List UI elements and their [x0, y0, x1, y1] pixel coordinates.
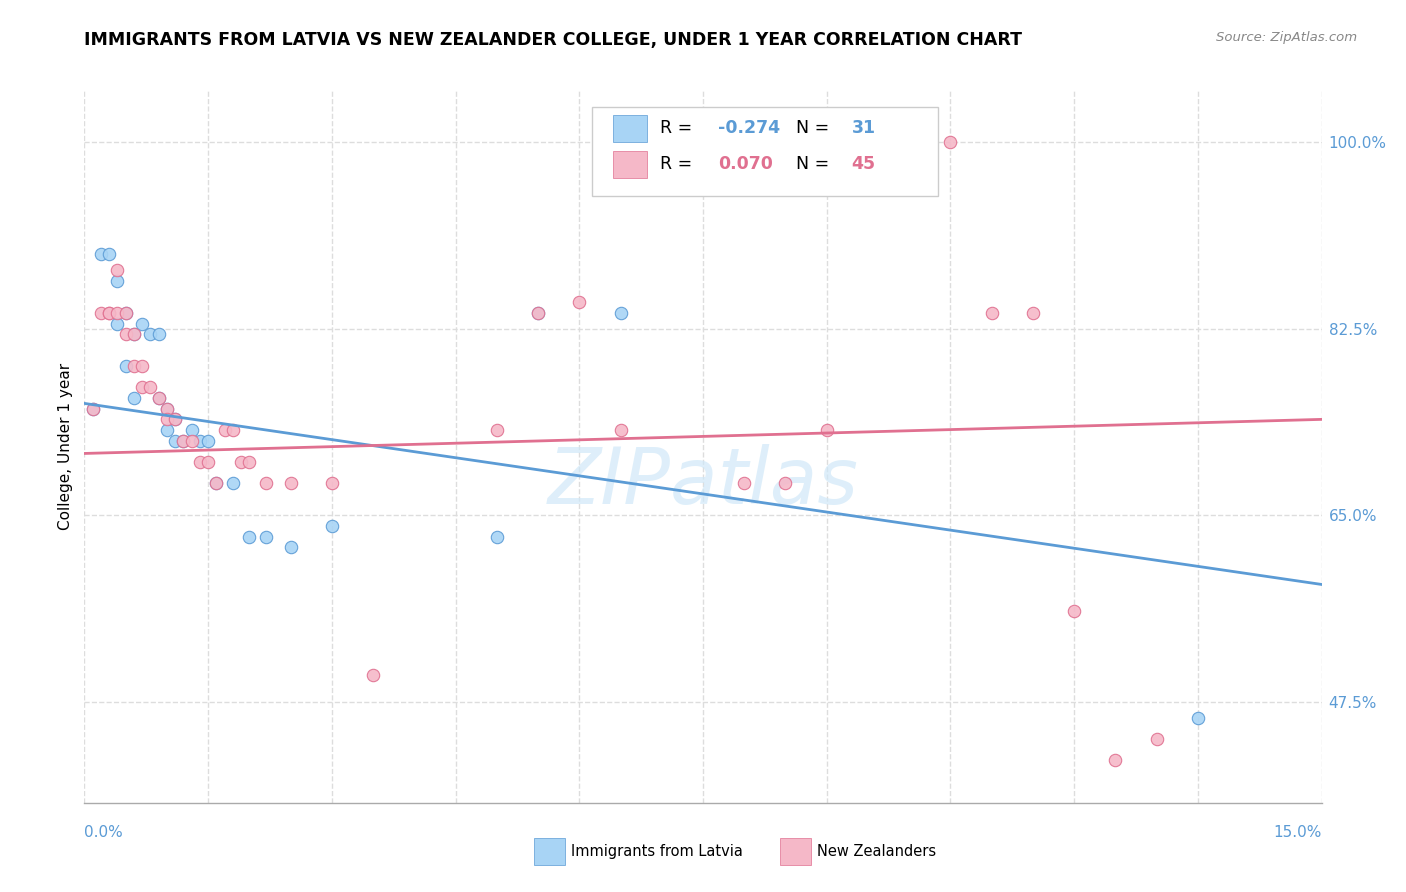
Point — [254, 476, 277, 491]
Point — [156, 412, 179, 426]
Bar — [613, 115, 647, 142]
Point — [1063, 604, 1085, 618]
Point — [527, 306, 550, 320]
Point — [98, 306, 121, 320]
Point — [815, 423, 838, 437]
Point — [205, 476, 228, 491]
Point — [172, 434, 194, 448]
Point — [214, 423, 236, 437]
Text: 45: 45 — [852, 155, 876, 173]
Point — [485, 423, 508, 437]
Point — [222, 423, 245, 437]
Point — [229, 455, 252, 469]
Text: N =: N = — [796, 120, 835, 137]
Point — [114, 327, 136, 342]
Text: R =: R = — [659, 155, 697, 173]
Point — [205, 476, 228, 491]
Point — [131, 359, 153, 373]
Point — [280, 540, 302, 554]
Point — [105, 317, 128, 331]
Point — [568, 295, 591, 310]
Point — [197, 434, 219, 448]
Point — [733, 476, 755, 491]
Point — [188, 434, 211, 448]
Point — [1146, 731, 1168, 746]
FancyBboxPatch shape — [592, 107, 938, 196]
Point — [321, 519, 343, 533]
Point — [254, 529, 277, 543]
Text: -0.274: -0.274 — [718, 120, 780, 137]
Point — [165, 412, 187, 426]
Point — [1022, 306, 1045, 320]
Text: 31: 31 — [852, 120, 876, 137]
Point — [122, 391, 145, 405]
Y-axis label: College, Under 1 year: College, Under 1 year — [58, 362, 73, 530]
Text: New Zealanders: New Zealanders — [817, 845, 936, 859]
Text: ZIPatlas: ZIPatlas — [547, 443, 859, 520]
Text: Immigrants from Latvia: Immigrants from Latvia — [571, 845, 742, 859]
Point — [609, 306, 631, 320]
Point — [180, 434, 202, 448]
Point — [280, 476, 302, 491]
Point — [105, 306, 128, 320]
Point — [238, 455, 260, 469]
Text: N =: N = — [796, 155, 835, 173]
Point — [98, 306, 121, 320]
Point — [172, 434, 194, 448]
Point — [90, 247, 112, 261]
Text: 15.0%: 15.0% — [1274, 825, 1322, 840]
Point — [114, 306, 136, 320]
Point — [197, 455, 219, 469]
Point — [361, 668, 384, 682]
Point — [485, 529, 508, 543]
Text: IMMIGRANTS FROM LATVIA VS NEW ZEALANDER COLLEGE, UNDER 1 YEAR CORRELATION CHART: IMMIGRANTS FROM LATVIA VS NEW ZEALANDER … — [84, 31, 1022, 49]
Text: R =: R = — [659, 120, 697, 137]
Point — [1104, 753, 1126, 767]
Point — [139, 327, 162, 342]
Point — [898, 136, 921, 150]
Point — [156, 401, 179, 416]
Point — [114, 359, 136, 373]
Point — [82, 401, 104, 416]
Point — [105, 263, 128, 277]
Bar — [613, 151, 647, 178]
Point — [238, 529, 260, 543]
Point — [188, 455, 211, 469]
Text: 0.070: 0.070 — [718, 155, 773, 173]
Point — [131, 380, 153, 394]
Point — [90, 306, 112, 320]
Point — [148, 391, 170, 405]
Point — [321, 476, 343, 491]
Point — [122, 359, 145, 373]
Point — [609, 423, 631, 437]
Point — [180, 423, 202, 437]
Point — [939, 136, 962, 150]
Text: Source: ZipAtlas.com: Source: ZipAtlas.com — [1216, 31, 1357, 45]
Point — [82, 401, 104, 416]
Point — [148, 327, 170, 342]
Point — [222, 476, 245, 491]
Point — [980, 306, 1002, 320]
Point — [165, 434, 187, 448]
Point — [1187, 710, 1209, 724]
Point — [98, 247, 121, 261]
Point — [527, 306, 550, 320]
Point — [156, 401, 179, 416]
Point — [165, 412, 187, 426]
Text: 0.0%: 0.0% — [84, 825, 124, 840]
Point — [775, 476, 797, 491]
Point — [105, 274, 128, 288]
Point — [156, 423, 179, 437]
Point — [122, 327, 145, 342]
Point — [856, 178, 879, 192]
Point — [122, 327, 145, 342]
Point — [131, 317, 153, 331]
Point — [114, 306, 136, 320]
Point — [148, 391, 170, 405]
Point — [139, 380, 162, 394]
